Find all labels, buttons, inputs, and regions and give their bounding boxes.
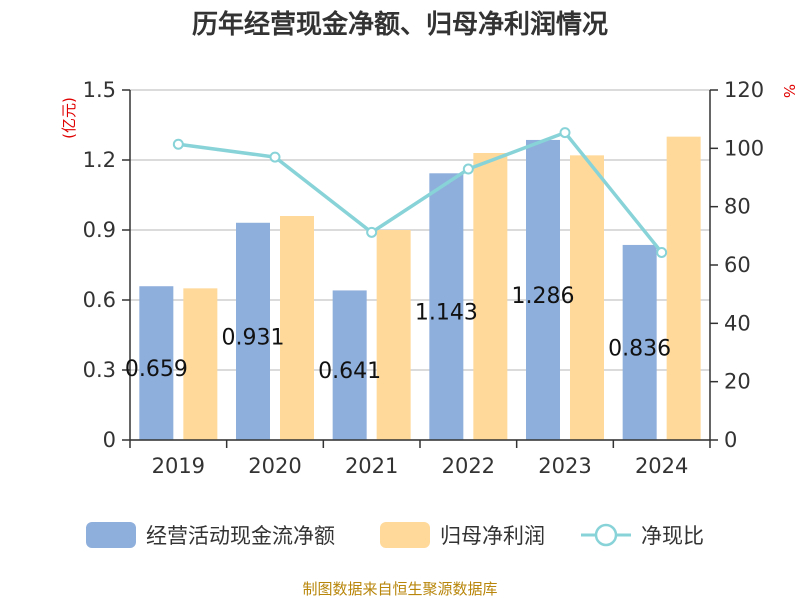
bar-operating-cash-flow [236, 222, 270, 440]
legend-label-operating-cash-flow: 经营活动现金流净额 [146, 524, 335, 548]
bar-net-profit [183, 288, 218, 440]
x-tick-label: 2024 [635, 454, 688, 478]
legend-label-net-profit: 归母净利润 [440, 524, 545, 548]
line-point [462, 163, 474, 175]
line-point [366, 226, 378, 238]
legend: 经营活动现金流净额 归母净利润 净现比 [86, 522, 704, 548]
line-series [172, 127, 668, 258]
bar-net-profit [570, 155, 604, 441]
x-tick-label: 2023 [538, 454, 591, 478]
bar-value-label: 0.931 [222, 325, 285, 350]
bar-value-label: 0.836 [608, 336, 671, 361]
chart-title: 历年经营现金净额、归母净利润情况 [192, 9, 608, 40]
line-net-cash-ratio [178, 130, 664, 254]
bars [139, 136, 701, 441]
bar-operating-cash-flow [622, 244, 657, 440]
x-tick-label: 2021 [345, 454, 398, 478]
right-axis-unit: % [780, 84, 798, 98]
bar-net-profit [473, 153, 508, 440]
right-tick-label: 60 [724, 253, 751, 277]
line-point [656, 246, 668, 258]
right-tick-label: 40 [724, 311, 751, 335]
left-tick-label: 0.9 [83, 218, 116, 242]
bar-operating-cash-flow [139, 286, 174, 440]
right-tick-label: 100 [724, 136, 764, 160]
bar-operating-cash-flow [332, 290, 367, 440]
legend-swatch-operating-cash-flow [86, 522, 136, 548]
bar-net-profit [376, 230, 411, 440]
right-tick-label: 80 [724, 195, 751, 219]
source-note: 制图数据来自恒生聚源数据库 [302, 580, 497, 598]
bar-value-label: 0.641 [318, 359, 381, 384]
left-axis-unit: (亿元) [60, 97, 78, 139]
bar-value-label: 0.659 [125, 357, 188, 382]
bar-operating-cash-flow [526, 139, 560, 440]
left-tick-label: 0 [103, 428, 116, 452]
legend-marker-net-cash-ratio [594, 523, 618, 547]
bar-net-profit [280, 216, 314, 440]
bar-net-profit [666, 136, 701, 440]
axes: 0 0.3 0.6 0.9 1.2 1.5 0 20 40 60 80 100 120 2019 2020 2… [83, 78, 765, 478]
right-tick-label: 0 [724, 428, 737, 452]
left-tick-label: 0.6 [83, 288, 116, 312]
bar-value-label: 1.286 [512, 284, 575, 309]
bar-operating-cash-flow [429, 173, 464, 441]
legend-label-net-cash-ratio: 净现比 [641, 524, 704, 548]
right-tick-label: 20 [724, 370, 751, 394]
left-tick-label: 0.3 [83, 358, 116, 382]
x-tick-label: 2022 [442, 454, 495, 478]
legend-swatch-net-profit [380, 522, 430, 548]
line-point [269, 151, 281, 163]
line-point [559, 127, 571, 139]
x-tick-label: 2020 [248, 454, 301, 478]
left-tick-label: 1.5 [83, 78, 116, 102]
line-point [172, 138, 184, 150]
left-tick-label: 1.2 [83, 148, 116, 172]
x-tick-label: 2019 [152, 454, 205, 478]
bar-value-label: 1.143 [415, 301, 478, 326]
right-tick-label: 120 [724, 78, 764, 102]
data-labels: 0.659 0.931 0.641 1.143 1.286 0.836 [125, 284, 671, 384]
